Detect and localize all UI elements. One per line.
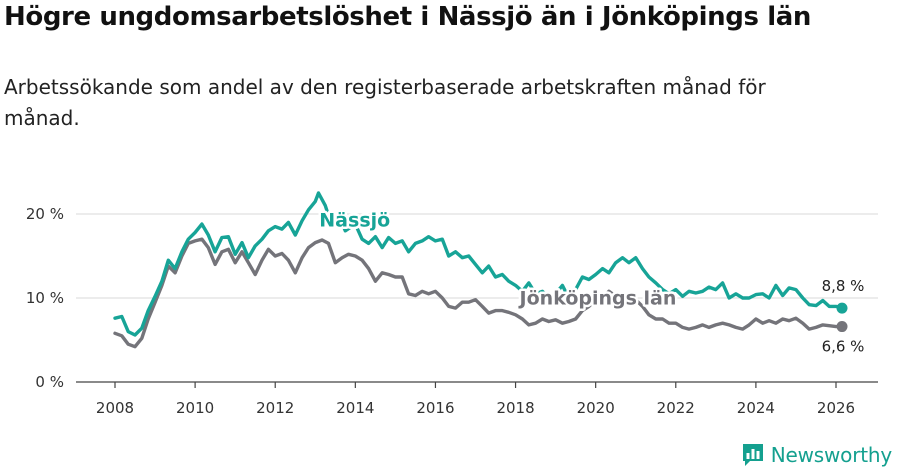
y-axis-ticks: 0 % 10 % 20 % [26, 205, 64, 391]
brand-name: Newsworthy [770, 443, 892, 467]
x-tick-label: 2018 [496, 399, 534, 417]
series-line-j-nk-pings-l-n [113, 237, 844, 349]
y-tick-label: 0 % [35, 373, 64, 391]
newsworthy-logo: Newsworthy [741, 442, 892, 468]
end-value-label: 6,6 % [822, 338, 865, 356]
series-name-label: Jönköpings län [518, 288, 677, 310]
end-point-marker-n-ssj- [836, 302, 848, 314]
x-tick-label: 2022 [657, 399, 695, 417]
bar-chart-icon [741, 442, 765, 468]
x-tick-label: 2010 [176, 399, 214, 417]
series-labels: 8,8 % 6,6 % Nässjö Jönköpings län [317, 207, 865, 356]
x-tick-label: 2020 [577, 399, 615, 417]
chart-title: Högre ungdomsarbetslöshet i Nässjö än i … [4, 2, 811, 32]
end-point-marker-j-nk-pings-l-n [836, 321, 848, 333]
grid-lines [76, 213, 878, 299]
y-tick-label: 20 % [26, 205, 64, 223]
series-name-label: Nässjö [319, 210, 390, 232]
x-tick-label: 2024 [737, 399, 775, 417]
end-value-label: 8,8 % [822, 277, 865, 295]
x-tick-label: 2012 [256, 399, 294, 417]
series-line-n-ssj- [113, 191, 844, 337]
chart-subtitle: Arbetssökande som andel av den registerb… [4, 75, 766, 130]
x-axis: 2008 2010 2012 2014 2016 2018 2020 2022 2024 2026 [76, 381, 878, 417]
series-lines [113, 191, 848, 349]
x-tick-label: 2014 [336, 399, 374, 417]
x-tick-label: 2016 [416, 399, 454, 417]
x-tick-label: 2008 [96, 399, 134, 417]
y-tick-label: 10 % [26, 289, 64, 307]
x-tick-label: 2026 [817, 399, 855, 417]
